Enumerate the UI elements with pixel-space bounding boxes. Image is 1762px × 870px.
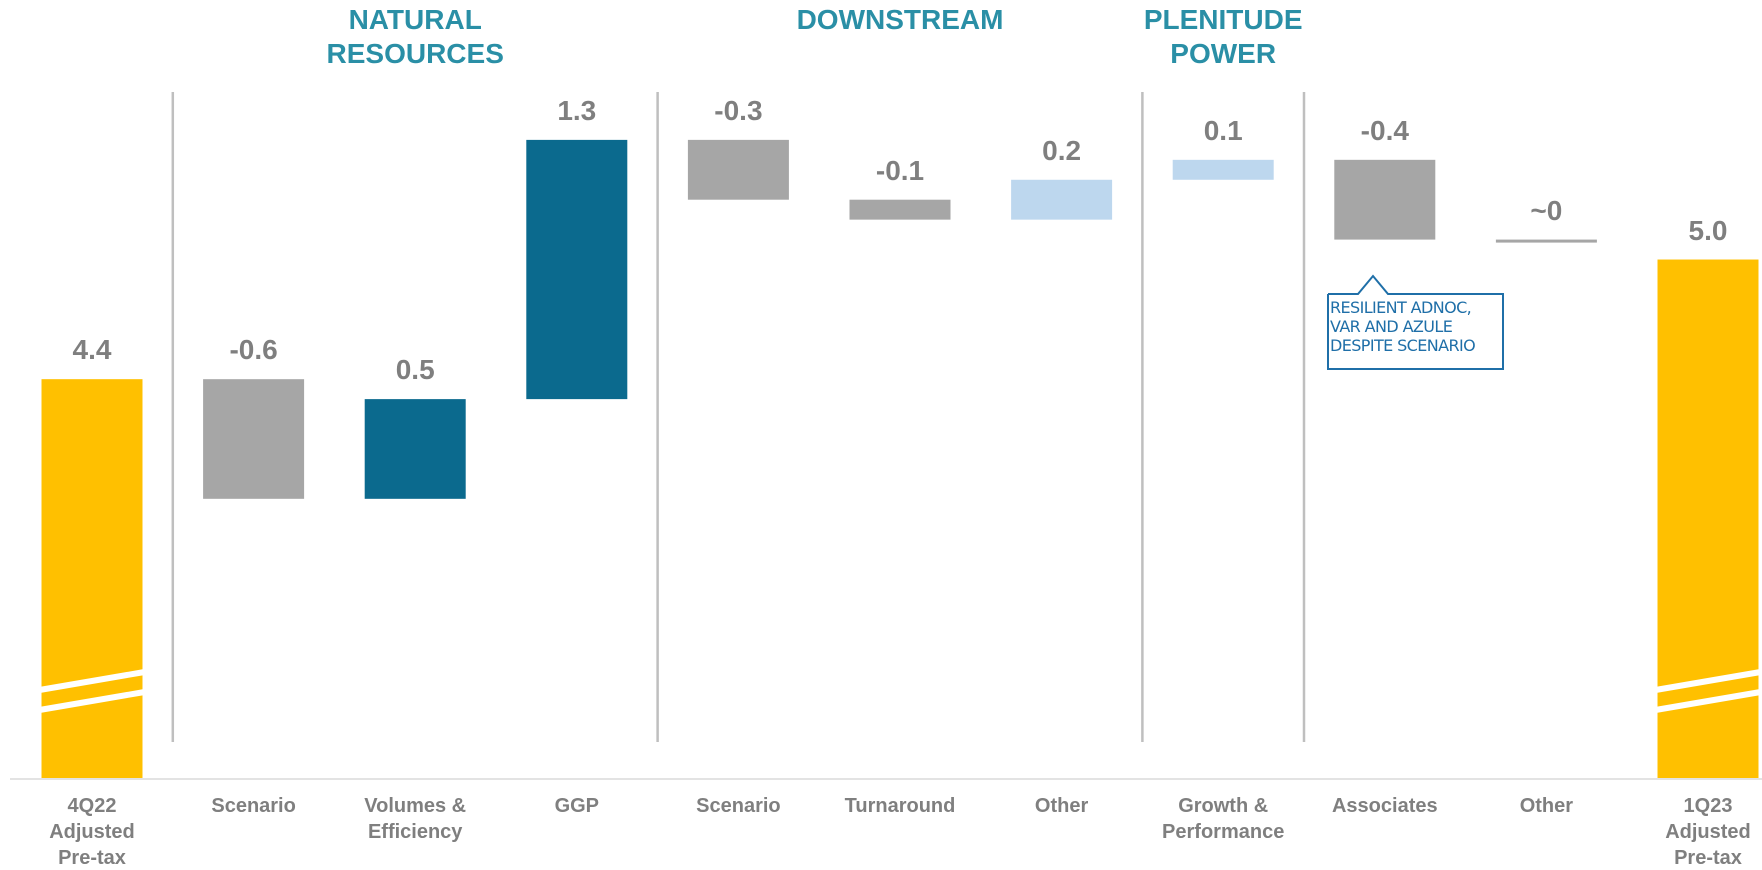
x-tick-label: Volumes & Efficiency — [364, 795, 467, 843]
bar — [1657, 259, 1759, 778]
axis-break — [38, 669, 146, 693]
axis-break — [1654, 689, 1762, 713]
x-tick-label: Turnaround — [844, 795, 956, 817]
annotation: RESILIENT ADNOC, VAR AND AZULE DESPITE S… — [1330, 298, 1476, 355]
bar — [203, 379, 305, 499]
value-label: -0.6 — [229, 334, 278, 366]
value-label: 0.1 — [1203, 114, 1243, 146]
axis-break — [38, 689, 146, 713]
group-header: NATURAL RESOURCES — [326, 4, 504, 69]
x-tick-label: GGP — [554, 795, 600, 817]
x-tick-label: 4Q22 Adjusted Pre-tax — [49, 795, 135, 869]
x-tick-label: Growth & Performance — [1162, 795, 1285, 843]
x-tick-label: Scenario — [211, 795, 296, 817]
bar — [1334, 159, 1436, 240]
bar — [364, 399, 466, 499]
x-tick-label: 1Q23 Adjusted Pre-tax — [1665, 795, 1751, 869]
group-header: DOWNSTREAM — [796, 4, 1004, 35]
x-tick-label: Associates — [1331, 795, 1438, 817]
bar — [849, 199, 951, 220]
value-label: -0.4 — [1360, 114, 1409, 146]
value-label: 0.5 — [395, 354, 435, 386]
x-tick-label: Other — [1519, 795, 1574, 817]
group-header: PLENITUDE POWER — [1143, 4, 1303, 69]
bar — [1011, 179, 1113, 220]
value-label: 1.3 — [557, 94, 597, 126]
x-tick-label: Other — [1034, 795, 1089, 817]
bar — [1172, 159, 1274, 180]
bar — [1495, 239, 1597, 243]
annotation-box — [1327, 274, 1504, 370]
axis-break — [1654, 669, 1762, 693]
value-label: 4.4 — [72, 334, 112, 366]
value-label: -0.3 — [714, 94, 763, 126]
value-label: -0.1 — [875, 154, 925, 186]
bar — [41, 379, 143, 778]
value-label: ~0 — [1530, 194, 1563, 226]
bar — [526, 139, 628, 400]
value-label: 0.2 — [1042, 134, 1082, 166]
x-tick-label: Scenario — [696, 795, 781, 817]
value-label: 5.0 — [1688, 214, 1728, 246]
bar — [687, 139, 789, 200]
